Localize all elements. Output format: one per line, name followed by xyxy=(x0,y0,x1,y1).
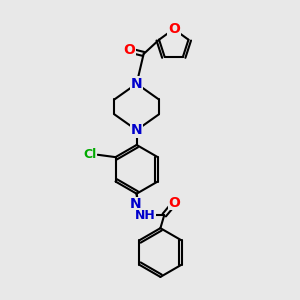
Text: O: O xyxy=(168,22,180,36)
Text: NH: NH xyxy=(135,208,155,222)
Text: N: N xyxy=(131,123,142,137)
Text: N: N xyxy=(131,77,142,91)
Text: Cl: Cl xyxy=(83,148,96,161)
Text: H: H xyxy=(134,212,143,222)
Text: O: O xyxy=(169,196,181,210)
Text: O: O xyxy=(123,44,135,57)
Text: N: N xyxy=(130,197,142,212)
